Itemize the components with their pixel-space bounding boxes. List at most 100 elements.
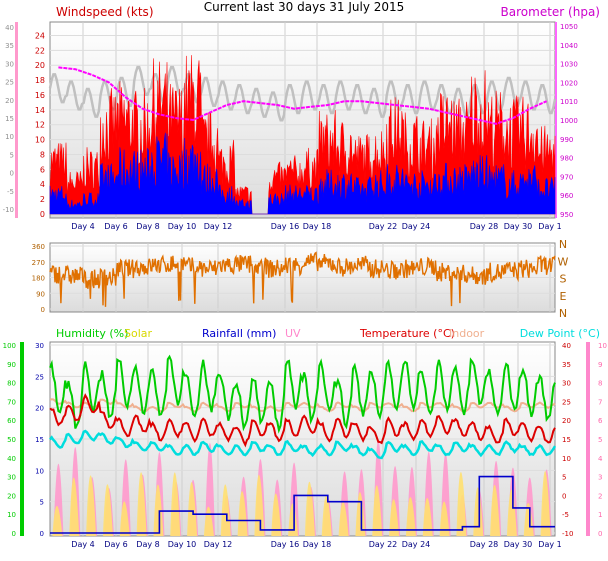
y-tick-label-kts: 16 xyxy=(35,91,45,100)
compass-label: N xyxy=(559,238,567,251)
uv-scale-bar xyxy=(586,342,590,536)
humidity-scale-bar xyxy=(20,342,24,536)
y-tick-label-kts: 20 xyxy=(35,61,45,70)
y-tick-label-temp: 20 xyxy=(562,417,571,425)
x-tick-label: Day 16 xyxy=(271,540,300,549)
y-tick-label-uv: 1 xyxy=(598,511,602,519)
series-solar xyxy=(473,487,484,536)
legend-temperature: Temperature (°C) xyxy=(359,327,455,340)
legend-solar: Solar xyxy=(124,327,153,340)
y-tick-label-kts: 22 xyxy=(35,46,45,55)
series-solar xyxy=(540,471,551,536)
y-tick-label-hpa: 1030 xyxy=(560,61,578,69)
y-tick-label-uv: 0 xyxy=(598,530,602,538)
x-tick-label: Day 18 xyxy=(303,222,332,231)
x-tick-label: Day 6 xyxy=(104,222,127,231)
y-tick-label-hpa: 1040 xyxy=(560,42,578,50)
series-solar xyxy=(86,475,97,536)
y-tick-label-humidity: 70 xyxy=(7,398,16,406)
series-wind-direction xyxy=(49,251,556,307)
y-tick-label-rain: 15 xyxy=(35,436,44,444)
barometer-scale-bar xyxy=(555,22,557,218)
series-solar xyxy=(271,493,282,536)
compass-label: E xyxy=(560,290,567,303)
y-tick-label-temp: 25 xyxy=(562,398,571,406)
compass-label: S xyxy=(560,273,567,286)
y-tick-label-uv: 4 xyxy=(598,455,603,463)
y-tick-label-kts: 8 xyxy=(40,150,45,159)
series-solar xyxy=(69,477,80,536)
y-tick-label-kts: 14 xyxy=(35,106,45,115)
y-tick-label-hpa: 970 xyxy=(560,173,573,181)
legend-uv: UV xyxy=(285,327,301,340)
y-tick-label-kts: 10 xyxy=(35,136,45,145)
y-tick-label-temp-outer: 10 xyxy=(5,133,14,141)
y-tick-label-temp: 40 xyxy=(562,342,571,350)
x-tick-label: Day 28 xyxy=(470,222,499,231)
series-solar xyxy=(506,489,517,536)
y-tick-label-uv: 5 xyxy=(598,436,602,444)
y-tick-label-humidity: 60 xyxy=(7,417,16,425)
legend-rainfall: Rainfall (mm) xyxy=(202,327,276,340)
y-tick-label-humidity: 0 xyxy=(12,530,16,538)
compass-label: W xyxy=(558,255,569,268)
y-tick-label-rain: 20 xyxy=(35,405,44,413)
x-tick-label: Day 1 xyxy=(538,222,561,231)
y-tick-label-temp: 10 xyxy=(562,455,571,463)
y-tick-label-rain: 30 xyxy=(35,342,44,350)
series-solar xyxy=(187,482,198,536)
series-dew-point xyxy=(49,429,557,460)
y-tick-label-temp-outer: 35 xyxy=(5,42,14,50)
x-tick-label: Day 16 xyxy=(271,222,300,231)
y-tick-label-temp: 15 xyxy=(562,436,571,444)
y-tick-label-temp-outer: 25 xyxy=(5,79,14,87)
y-tick-label-kts: 24 xyxy=(35,31,45,40)
y-tick-label-deg: 180 xyxy=(32,275,45,283)
y-tick-label-temp: 35 xyxy=(562,361,571,369)
x-tick-label: Day 24 xyxy=(402,222,431,231)
series-wind-average xyxy=(49,132,556,215)
y-tick-label-temp: 0 xyxy=(562,492,566,500)
legend-dew_point: Dew Point (°C) xyxy=(520,327,600,340)
y-tick-label-humidity: 30 xyxy=(7,474,16,482)
y-tick-label-hpa: 1020 xyxy=(560,79,578,87)
x-tick-label: Day 12 xyxy=(204,540,233,549)
series-solar xyxy=(220,484,231,536)
series-solar xyxy=(355,492,366,536)
series-solar xyxy=(456,471,467,536)
y-tick-label-hpa: 950 xyxy=(560,211,573,219)
y-tick-label-deg: 0 xyxy=(41,306,45,314)
barometer-axis-label: Barometer (hpa) xyxy=(501,5,600,19)
y-tick-label-humidity: 40 xyxy=(7,455,16,463)
compass-label: N xyxy=(559,307,567,320)
y-tick-label-uv: 8 xyxy=(598,380,602,388)
series-barometer xyxy=(58,66,548,125)
y-tick-label-uv: 2 xyxy=(598,492,602,500)
y-tick-label-kts: 2 xyxy=(40,195,45,204)
y-tick-label-rain: 10 xyxy=(35,467,44,475)
x-tick-label: Day 4 xyxy=(71,540,94,549)
series-humidity xyxy=(49,354,556,434)
series-solar xyxy=(523,503,534,536)
x-tick-label: Day 4 xyxy=(71,222,94,231)
series-solar xyxy=(170,472,181,536)
y-tick-label-kts: 12 xyxy=(35,121,45,130)
series-solar xyxy=(288,503,299,536)
y-tick-label-temp: 5 xyxy=(562,474,566,482)
y-tick-label-humidity: 10 xyxy=(7,511,16,519)
y-tick-label-deg: 90 xyxy=(36,290,45,298)
y-tick-label-kts: 4 xyxy=(40,180,45,189)
x-tick-label: Day 30 xyxy=(504,222,533,231)
x-tick-label: Day 1 xyxy=(538,540,561,549)
y-tick-label-humidity: 100 xyxy=(3,342,16,350)
y-tick-label-kts: 0 xyxy=(40,210,45,219)
y-tick-label-hpa: 1000 xyxy=(560,117,578,125)
y-tick-label-deg: 270 xyxy=(32,259,45,267)
x-tick-label: Day 22 xyxy=(369,222,398,231)
y-tick-label-uv: 3 xyxy=(598,474,602,482)
y-tick-label-temp-outer: 0 xyxy=(10,170,14,178)
series-solar xyxy=(102,484,113,536)
x-tick-label: Day 30 xyxy=(504,540,533,549)
y-tick-label-humidity: 20 xyxy=(7,492,16,500)
series-solar xyxy=(439,501,450,536)
